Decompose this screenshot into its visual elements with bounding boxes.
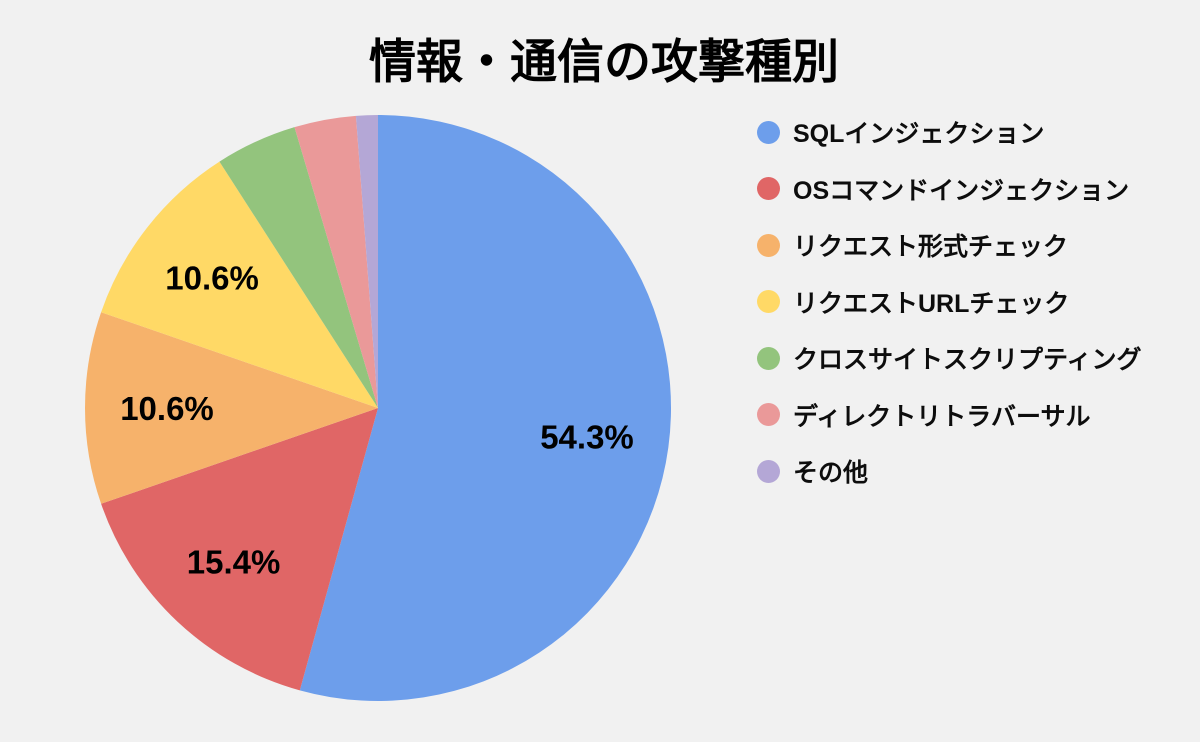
legend-item-7: その他 bbox=[757, 443, 1142, 500]
legend-swatch-icon bbox=[757, 120, 780, 144]
legend-label: クロスサイトスクリプティング bbox=[793, 346, 1142, 375]
legend-swatch-icon bbox=[757, 403, 780, 427]
legend-label: リクエスト形式チェック bbox=[793, 233, 1069, 262]
chart-legend: SQLインジェクション OSコマンドインジェクション リクエスト形式チェック リクエス… bbox=[757, 104, 1142, 500]
legend-swatch-icon bbox=[757, 233, 780, 257]
pie-slice-7 bbox=[355, 115, 378, 408]
pie-slice-2 bbox=[101, 408, 378, 691]
pie-slice-6 bbox=[294, 115, 378, 408]
legend-label: リクエストURLチェック bbox=[793, 289, 1070, 318]
pie-slice-value-label: 10.6% bbox=[120, 390, 214, 427]
legend-label: ディレクトリトラバーサル bbox=[793, 402, 1091, 431]
legend-item-2: OSコマンドインジェクション bbox=[757, 161, 1142, 218]
legend-swatch-icon bbox=[757, 346, 780, 370]
legend-item-4: リクエストURLチェック bbox=[757, 274, 1142, 331]
legend-swatch-icon bbox=[757, 459, 780, 483]
legend-swatch-icon bbox=[757, 290, 780, 314]
legend-item-5: クロスサイトスクリプティング bbox=[757, 330, 1142, 387]
pie-slice-1 bbox=[299, 115, 672, 702]
legend-swatch-icon bbox=[757, 177, 780, 201]
pie-slice-value-label: 10.6% bbox=[165, 260, 259, 297]
legend-item-3: リクエスト形式チェック bbox=[757, 217, 1142, 274]
pie-slice-value-label: 15.4% bbox=[187, 544, 281, 581]
legend-item-1: SQLインジェクション bbox=[757, 104, 1142, 161]
legend-label: OSコマンドインジェクション bbox=[793, 176, 1130, 205]
chart-title: 情報・通信の攻撃種別 bbox=[369, 35, 839, 88]
legend-label: その他 bbox=[793, 459, 869, 488]
legend-label: SQLインジェクション bbox=[793, 120, 1045, 149]
pie-slice-value-label: 54.3% bbox=[540, 418, 634, 455]
pie-slice-3 bbox=[85, 312, 379, 504]
legend-item-6: ディレクトリトラバーサル bbox=[757, 387, 1142, 444]
pie-slice-4 bbox=[101, 161, 378, 408]
pie-slice-5 bbox=[219, 127, 378, 409]
